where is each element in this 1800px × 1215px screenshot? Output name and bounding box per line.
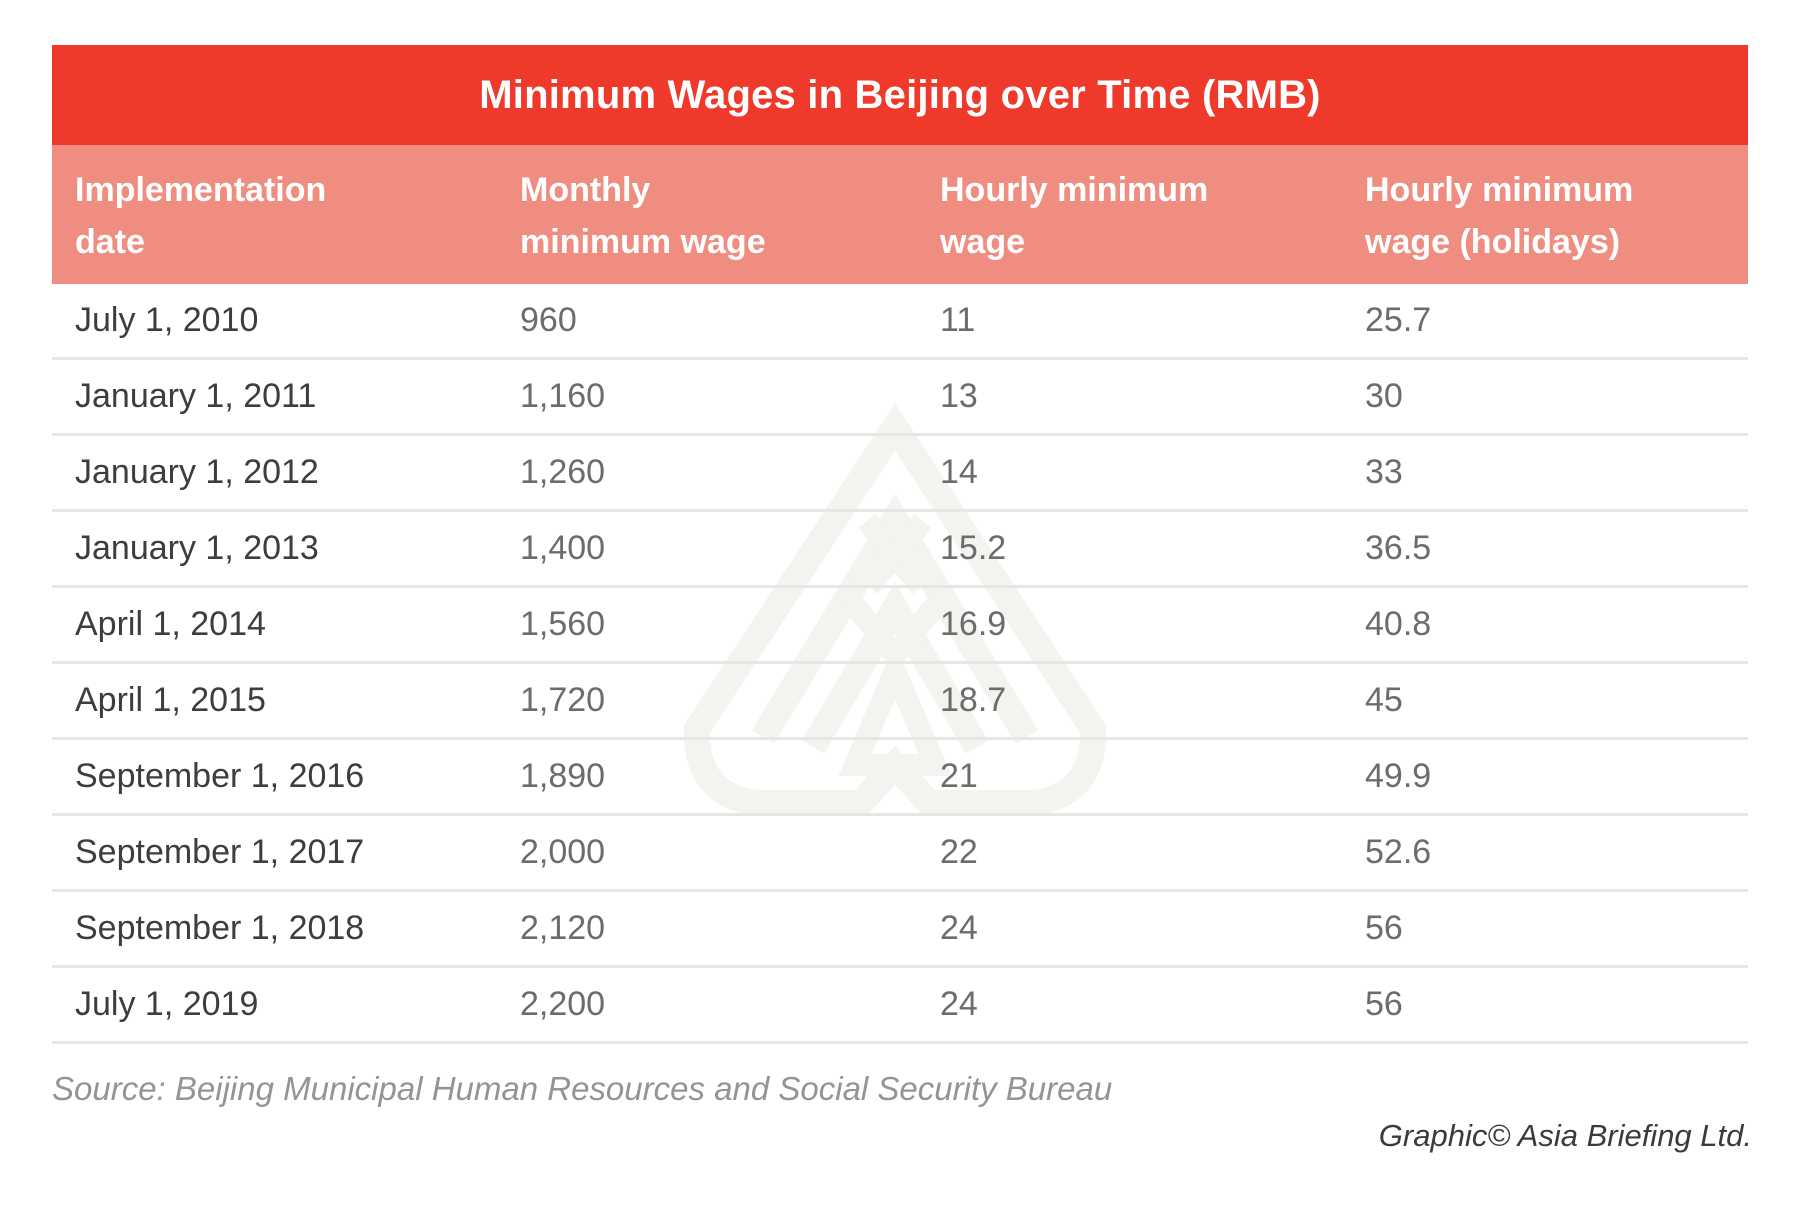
cell-hourly-holiday-wage: 30 bbox=[1365, 377, 1403, 415]
table-row: September 1, 2017 2,000 22 52.6 bbox=[52, 816, 1748, 892]
cell-hourly-wage: 11 bbox=[940, 301, 976, 339]
table-row: July 1, 2019 2,200 24 56 bbox=[52, 968, 1748, 1044]
table-row: January 1, 2012 1,260 14 33 bbox=[52, 436, 1748, 512]
cell-monthly-wage: 1,260 bbox=[520, 453, 606, 491]
cell-hourly-wage: 24 bbox=[940, 985, 978, 1023]
cell-hourly-wage: 21 bbox=[940, 757, 978, 795]
cell-hourly-wage: 14 bbox=[940, 453, 978, 491]
cell-hourly-wage: 16.9 bbox=[940, 605, 1007, 643]
cell-date: January 1, 2013 bbox=[75, 529, 319, 567]
cell-hourly-holiday-wage: 56 bbox=[1365, 909, 1403, 947]
cell-monthly-wage: 2,200 bbox=[520, 985, 606, 1023]
cell-monthly-wage: 1,400 bbox=[520, 529, 606, 567]
table-row: September 1, 2016 1,890 21 49.9 bbox=[52, 740, 1748, 816]
cell-monthly-wage: 1,890 bbox=[520, 757, 606, 795]
column-header-monthly-minimum-wage: Monthly minimum wage bbox=[520, 171, 766, 261]
cell-hourly-holiday-wage: 52.6 bbox=[1365, 833, 1432, 871]
table-row: July 1, 2010 960 11 25.7 bbox=[52, 284, 1748, 360]
column-header-hourly-minimum-wage-holidays: Hourly minimum wage (holidays) bbox=[1365, 171, 1634, 261]
cell-hourly-wage: 18.7 bbox=[940, 681, 1007, 719]
cell-date: September 1, 2016 bbox=[75, 757, 365, 795]
cell-hourly-wage: 22 bbox=[940, 833, 978, 871]
cell-date: July 1, 2019 bbox=[75, 985, 259, 1023]
table-row: January 1, 2013 1,400 15.2 36.5 bbox=[52, 512, 1748, 588]
cell-hourly-wage: 13 bbox=[940, 377, 978, 415]
column-header-hourly-minimum-wage: Hourly minimum wage bbox=[940, 171, 1209, 261]
min-wage-table: Minimum Wages in Beijing over Time (RMB)… bbox=[52, 45, 1748, 1044]
cell-hourly-holiday-wage: 36.5 bbox=[1365, 529, 1432, 567]
cell-monthly-wage: 2,000 bbox=[520, 833, 606, 871]
cell-date: April 1, 2014 bbox=[75, 605, 266, 643]
cell-hourly-holiday-wage: 49.9 bbox=[1365, 757, 1432, 795]
table-header-row: Implementation date Monthly minimum wage… bbox=[52, 145, 1748, 284]
cell-hourly-holiday-wage: 56 bbox=[1365, 985, 1403, 1023]
cell-monthly-wage: 2,120 bbox=[520, 909, 606, 947]
table-row: April 1, 2014 1,560 16.9 40.8 bbox=[52, 588, 1748, 664]
source-note: Source: Beijing Municipal Human Resource… bbox=[52, 1070, 1113, 1107]
cell-hourly-holiday-wage: 33 bbox=[1365, 453, 1403, 491]
cell-hourly-wage: 15.2 bbox=[940, 529, 1007, 567]
cell-hourly-holiday-wage: 25.7 bbox=[1365, 301, 1432, 339]
graphic-credit: Graphic© Asia Briefing Ltd. bbox=[1378, 1118, 1752, 1153]
table-row: January 1, 2011 1,160 13 30 bbox=[52, 360, 1748, 436]
cell-date: September 1, 2017 bbox=[75, 833, 365, 871]
table-row: April 1, 2015 1,720 18.7 45 bbox=[52, 664, 1748, 740]
cell-hourly-wage: 24 bbox=[940, 909, 978, 947]
cell-monthly-wage: 1,160 bbox=[520, 377, 606, 415]
cell-monthly-wage: 1,720 bbox=[520, 681, 606, 719]
cell-hourly-holiday-wage: 45 bbox=[1365, 681, 1403, 719]
cell-monthly-wage: 960 bbox=[520, 301, 577, 339]
table-title: Minimum Wages in Beijing over Time (RMB) bbox=[479, 72, 1321, 117]
cell-date: April 1, 2015 bbox=[75, 681, 266, 719]
cell-date: January 1, 2011 bbox=[75, 377, 317, 415]
table-title-bar: Minimum Wages in Beijing over Time (RMB) bbox=[52, 45, 1748, 145]
column-header-implementation-date: Implementation date bbox=[75, 171, 327, 261]
cell-monthly-wage: 1,560 bbox=[520, 605, 606, 643]
table-row: September 1, 2018 2,120 24 56 bbox=[52, 892, 1748, 968]
cell-hourly-holiday-wage: 40.8 bbox=[1365, 605, 1432, 643]
cell-date: September 1, 2018 bbox=[75, 909, 365, 947]
cell-date: July 1, 2010 bbox=[75, 301, 259, 339]
cell-date: January 1, 2012 bbox=[75, 453, 319, 491]
